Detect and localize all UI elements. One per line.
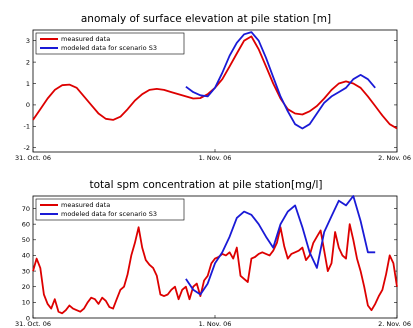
x-axis-ticks: 31. Oct. 06 1. Nov. 06 2. Nov. 06 xyxy=(15,315,411,328)
y-axis-ticks: 0 10 20 30 40 50 60 70 xyxy=(22,205,397,322)
y-tick-label: 0 xyxy=(26,314,30,322)
x-tick-label: 2. Nov. 06 xyxy=(378,154,411,162)
x-tick-label: 2. Nov. 06 xyxy=(378,320,411,328)
y-tick-label: 70 xyxy=(22,205,30,213)
elevation-chart: anomaly of surface elevation at pile sta… xyxy=(15,13,411,162)
y-tick-label: 0 xyxy=(26,101,30,109)
y-tick-label: 1 xyxy=(26,80,30,88)
legend-box xyxy=(35,198,185,221)
y-axis-ticks: -2 -1 0 1 2 3 xyxy=(24,37,397,152)
legend-box xyxy=(35,32,185,55)
series-measured-line xyxy=(32,223,398,315)
y-tick-label: 10 xyxy=(22,299,30,307)
series-modeled-line xyxy=(185,195,376,296)
series-group xyxy=(32,31,398,130)
y-tick-label: 2 xyxy=(26,58,30,66)
x-axis-ticks: 31. Oct. 06 1. Nov. 06 2. Nov. 06 xyxy=(15,149,411,162)
y-tick-label: -1 xyxy=(24,123,30,131)
y-tick-label: -2 xyxy=(24,144,30,152)
y-tick-label: 60 xyxy=(22,220,30,228)
legend: measured data modeled data for scenario … xyxy=(35,32,185,55)
legend-label-measured: measured data xyxy=(61,201,110,209)
x-tick-label: 31. Oct. 06 xyxy=(15,320,51,328)
x-tick-label: 1. Nov. 06 xyxy=(199,320,232,328)
legend-label-measured: measured data xyxy=(61,35,110,43)
legend: measured data modeled data for scenario … xyxy=(35,198,185,221)
y-tick-label: 30 xyxy=(22,267,30,275)
series-modeled-line xyxy=(185,31,376,130)
y-tick-label: 20 xyxy=(22,283,30,291)
x-tick-label: 31. Oct. 06 xyxy=(15,154,51,162)
y-tick-label: 40 xyxy=(22,252,30,260)
legend-label-modeled: modeled data for scenario S3 xyxy=(61,210,157,218)
legend-label-modeled: modeled data for scenario S3 xyxy=(61,44,157,52)
x-tick-label: 1. Nov. 06 xyxy=(199,154,232,162)
chart-title: total spm concentration at pile station[… xyxy=(90,179,323,191)
y-tick-label: 3 xyxy=(26,37,30,45)
spm-chart: total spm concentration at pile station[… xyxy=(15,179,411,328)
chart-title: anomaly of surface elevation at pile sta… xyxy=(81,13,331,25)
y-tick-label: 50 xyxy=(22,236,30,244)
series-group xyxy=(32,195,398,315)
